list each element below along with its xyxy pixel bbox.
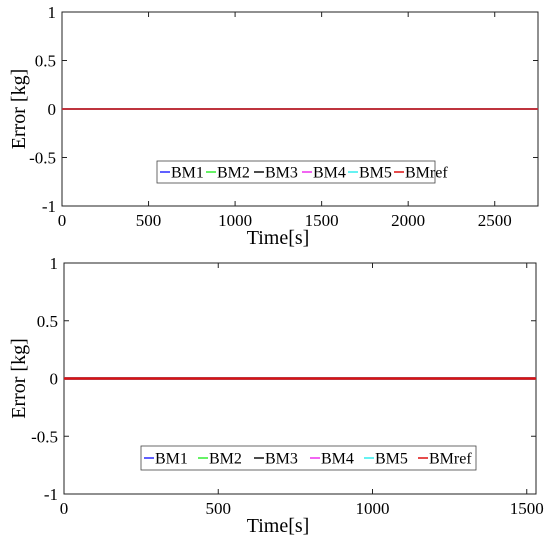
legend-entry-bm5: BM5 [359, 165, 392, 182]
legend-entry-bm4: BM4 [321, 451, 354, 468]
x-tick-label: 500 [205, 499, 231, 518]
y-tick-label: 0 [48, 100, 57, 119]
x-tick-label: 1000 [218, 211, 252, 230]
y-tick-label: -0.5 [31, 427, 58, 446]
x-tick-label: 2000 [391, 211, 425, 230]
legend-entry-bm4: BM4 [313, 165, 346, 182]
y-tick-label: -0.5 [29, 149, 56, 168]
x-tick-label: 1500 [305, 211, 339, 230]
legend-box [156, 160, 436, 184]
legend: BM1 BM2 BM3 BM4 BM5 BMref [156, 160, 448, 184]
legend-entry-bmref: BMref [429, 451, 472, 468]
y-tick-label: 0 [50, 370, 59, 389]
legend-entry-bm3: BM3 [265, 451, 298, 468]
x-tick-label: 0 [58, 211, 67, 230]
y-tick-label: 0.5 [37, 312, 58, 331]
chart-panel-2: 0 500 1000 1500 1 0.5 0 -0.5 -1 Time[s] Error [kg]… [8, 254, 544, 537]
x-tick-label: 500 [136, 211, 162, 230]
legend-entry-bm2: BM2 [217, 165, 250, 182]
x-tick-label: 0 [60, 499, 69, 518]
x-tick-label: 1500 [510, 499, 544, 518]
y-tick-label: 0.5 [35, 52, 56, 71]
x-axis-label: Time[s] [247, 227, 310, 249]
legend-entry-bm1: BM1 [171, 165, 204, 182]
legend-entry-bm2: BM2 [209, 451, 242, 468]
legend-entry-bmref: BMref [405, 165, 448, 182]
legend: BM1 BM2 BM3 BM4 BM5 BMref [140, 445, 477, 471]
y-tick-label: 1 [48, 3, 57, 22]
y-axis-label: Error [kg] [8, 69, 30, 150]
x-tick-label: 1000 [355, 499, 389, 518]
y-tick-label: -1 [42, 197, 56, 216]
y-tick-label: 1 [50, 254, 59, 273]
legend-entry-bm3: BM3 [265, 165, 298, 182]
legend-entry-bm1: BM1 [155, 451, 188, 468]
y-tick-label: -1 [44, 485, 58, 504]
legend-entry-bm5: BM5 [375, 451, 408, 468]
x-axis-label: Time[s] [247, 515, 310, 537]
x-tick-label: 2500 [478, 211, 512, 230]
chart-panel-1: 0 500 1000 1500 2000 2500 1 0.5 0 -0.5 -1 Time[s] Er… [8, 3, 539, 249]
y-axis-label: Error [kg] [8, 338, 30, 419]
